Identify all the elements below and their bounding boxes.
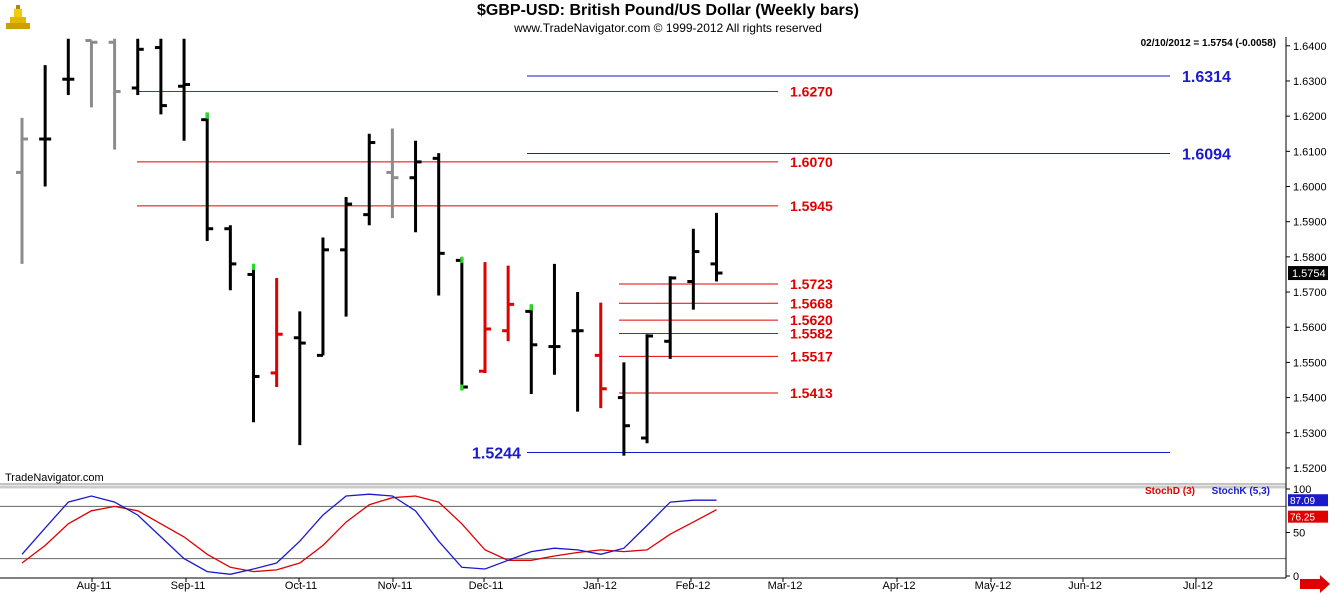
price-tick-label: 1.6100 [1293,146,1327,158]
month-label: Oct-11 [285,580,317,592]
ohlc-bar [108,38,121,150]
ohlc-bar [293,311,306,446]
ohlc-bar [432,153,445,296]
red-level-label: 1.5668 [790,295,833,311]
stoch-k-line [21,493,717,575]
ohlc-bar [340,197,353,317]
price-pane[interactable] [0,37,1286,489]
ohlc-bars [16,38,723,456]
ohlc-bar [85,39,98,108]
ohlc-bar [548,263,561,375]
red-level-label: 1.5582 [790,326,833,342]
ohlc-bar [617,362,630,456]
red-level-label: 1.5413 [790,385,833,401]
ohlc-bar [62,38,75,96]
ohlc-bar [270,277,283,388]
ohlc-bar [664,276,677,359]
stoch-k-legend: StochK (5,3) [1212,486,1270,497]
price-tick-label: 1.6400 [1293,41,1327,53]
month-label: Jun-12 [1068,580,1102,592]
stoch-tick-label: 50 [1293,528,1305,540]
price-tick-label: 1.5400 [1293,393,1327,405]
month-label: Jan-12 [583,580,617,592]
month-label: Nov-11 [378,580,413,592]
watermark: TradeNavigator.com [5,472,104,484]
last-price-label: 1.5754 [1292,268,1326,280]
month-label: Dec-11 [469,580,504,592]
stoch-d-value-box [1288,510,1328,523]
red-level-label: 1.5723 [790,276,833,292]
ohlc-bar [224,225,237,291]
blue-level-label: 1.6094 [1182,146,1231,163]
ohlc-bar [247,263,260,423]
ohlc-bar [502,265,515,342]
price-tick-label: 1.5200 [1293,463,1327,475]
last-price-box [1288,266,1328,281]
trade-navigator-logo-icon [4,3,32,33]
quote-readout: 02/10/2012 = 1.5754 (-0.0058) [1141,38,1276,49]
ohlc-bar [455,256,468,391]
ohlc-bar [594,302,607,409]
stoch-k-value: 87.09 [1290,496,1315,507]
ohlc-bar [16,117,28,264]
month-label: Jul-12 [1183,580,1213,592]
stoch-k-value-box [1288,494,1328,507]
blue-level-label: 1.6314 [1182,69,1231,86]
month-label: Aug-11 [77,580,112,592]
ohlc-bar [201,112,214,242]
ohlc-bar [178,38,191,141]
red-level-label: 1.6070 [790,154,833,170]
stoch-tick-label: 0 [1293,571,1299,583]
price-tick-label: 1.6300 [1293,76,1327,88]
stoch-d-line [21,495,717,573]
stoch-tick-label: 100 [1293,484,1311,496]
ohlc-bar [687,228,700,310]
month-label: Sep-11 [171,580,206,592]
ohlc-bar [363,133,376,226]
ohlc-bar [710,212,723,282]
ohlc-bar [154,38,167,115]
time-axis: Aug-11 Sep-11 Oct-11 Nov-11 Dec-11 Jan-12 Feb-… [77,578,1213,592]
red-level-label: 1.5517 [790,348,833,364]
ohlc-bar [386,128,399,219]
ohlc-bar [479,262,491,373]
ohlc-bar [641,334,654,444]
price-tick-label: 1.5600 [1293,322,1327,334]
support-resistance-levels: 1.62701.60701.59451.57231.56681.56201.55… [137,69,1231,462]
price-plot-area [0,37,1286,482]
stoch-d-legend: StochD (3) [1145,486,1195,497]
ohlc-bar [409,140,422,233]
red-level-label: 1.5620 [790,312,833,328]
price-tick-label: 1.5700 [1293,287,1327,299]
month-label: May-12 [975,580,1012,592]
ohlc-bar [571,292,584,412]
chart-header: $GBP-USD: British Pound/US Dollar (Weekl… [0,0,1336,38]
price-tick-label: 1.5500 [1293,357,1327,369]
month-label: Mar-12 [768,580,803,592]
price-tick-label: 1.6200 [1293,111,1327,123]
price-tick-label: 1.5300 [1293,428,1327,440]
price-tick-label: 1.5800 [1293,252,1327,264]
month-label: Feb-12 [676,580,711,592]
price-axis: 1.6400 1.6300 1.6200 1.6100 1.6000 1.5900 1.58… [1285,37,1328,578]
ohlc-bar [131,38,144,96]
month-label: Apr-12 [882,580,915,592]
scroll-right-arrow-icon[interactable] [1300,575,1330,593]
blue-level-label: 1.5244 [472,445,521,462]
price-tick-label: 1.6000 [1293,182,1327,194]
ohlc-bar [316,237,329,357]
red-level-label: 1.6270 [790,84,833,100]
price-tick-label: 1.5900 [1293,217,1327,229]
copyright-text: www.TradeNavigator.com © 1999-2012 All r… [514,21,822,35]
ohlc-bar [525,304,538,395]
chart-title: $GBP-USD: British Pound/US Dollar (Weekl… [477,2,859,19]
stoch-d-value: 76.25 [1290,513,1315,524]
red-level-label: 1.5945 [790,198,833,214]
ohlc-bar [39,65,52,187]
stochastic-pane[interactable]: 100 50 0 87.09 76.25 [0,484,1328,583]
